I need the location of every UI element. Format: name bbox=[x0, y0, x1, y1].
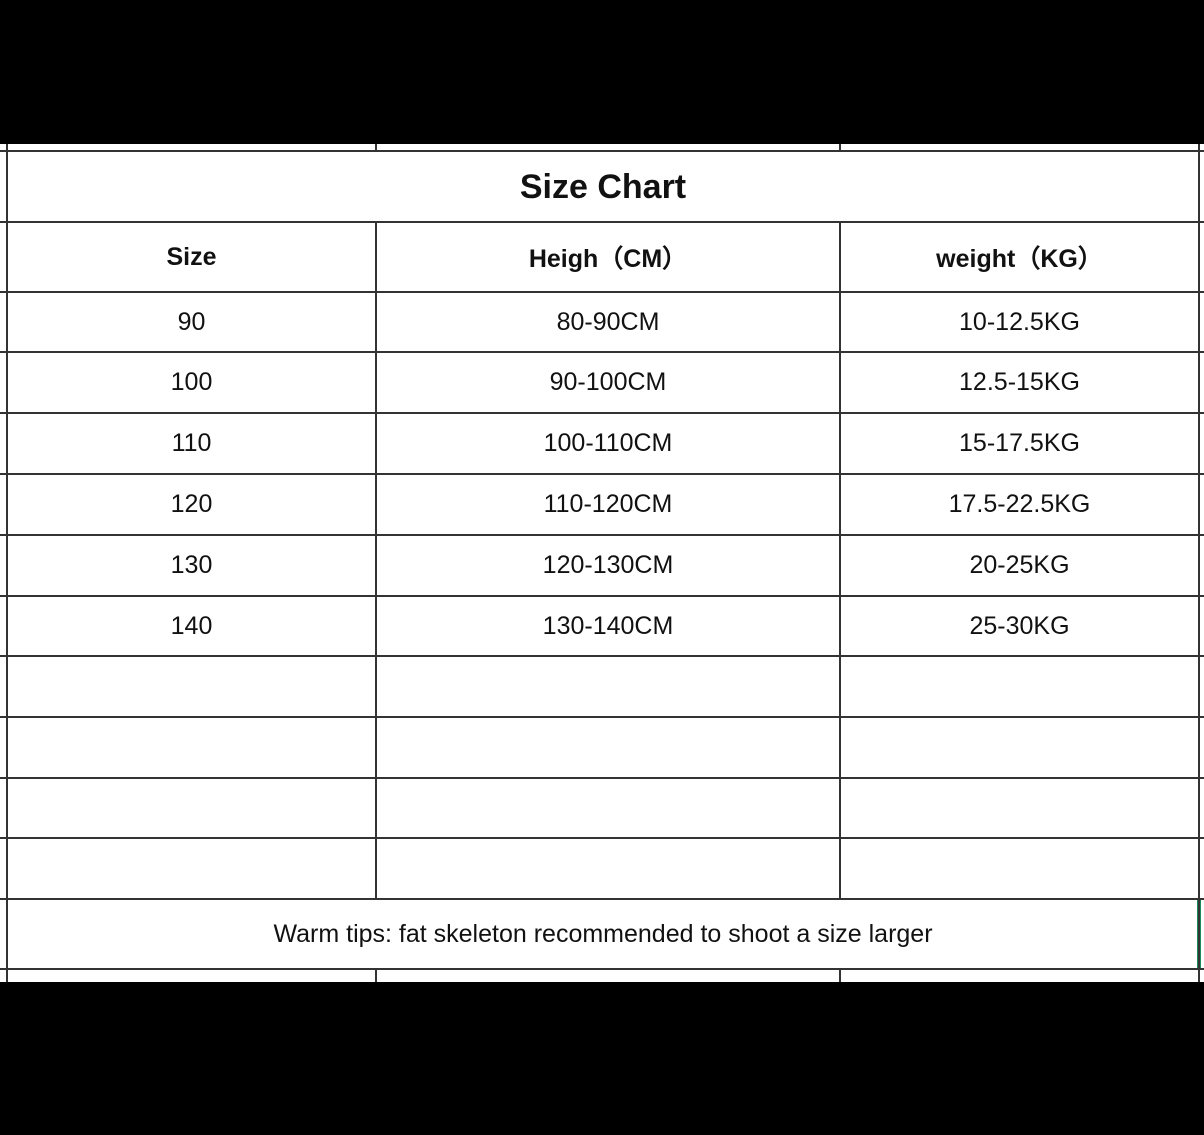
grid-line-horizontal bbox=[0, 150, 1204, 152]
table-cell[interactable]: 120 bbox=[170, 490, 213, 518]
table-cell[interactable]: 130 bbox=[170, 551, 213, 579]
table-cell[interactable]: 120-130CM bbox=[542, 551, 674, 579]
grid-line-horizontal bbox=[0, 655, 1204, 657]
table-cell[interactable] bbox=[841, 839, 1198, 898]
table-cell[interactable] bbox=[841, 779, 1198, 837]
column-header[interactable]: Heigh（CM） bbox=[528, 245, 688, 273]
table-cell[interactable]: 90 bbox=[177, 307, 206, 336]
grid-line-horizontal bbox=[0, 351, 1204, 353]
table-cell[interactable] bbox=[8, 657, 375, 716]
grid-line-horizontal bbox=[0, 291, 1204, 293]
table-cell[interactable]: 80-90CM bbox=[556, 307, 660, 336]
table-cell[interactable]: 140 bbox=[170, 611, 213, 640]
table-cell[interactable]: 25-30KG bbox=[969, 611, 1070, 640]
grid-line-vertical bbox=[375, 969, 377, 982]
table-cell[interactable] bbox=[8, 718, 375, 777]
grid-line-horizontal bbox=[0, 777, 1204, 779]
grid-line-horizontal bbox=[0, 898, 1204, 900]
grid-line-horizontal bbox=[0, 534, 1204, 536]
table-cell[interactable]: 100-110CM bbox=[543, 429, 673, 457]
table-cell[interactable] bbox=[377, 839, 839, 898]
table-cell[interactable]: 130-140CM bbox=[542, 611, 674, 640]
grid-line-horizontal bbox=[0, 473, 1204, 475]
column-header[interactable]: Size bbox=[166, 242, 217, 271]
table-cell[interactable]: 20-25KG bbox=[969, 551, 1070, 579]
column-header[interactable]: weight（KG） bbox=[936, 245, 1103, 273]
grid-line-vertical bbox=[1198, 144, 1200, 982]
grid-line-vertical bbox=[839, 144, 841, 151]
table-cell[interactable]: 110-120CM bbox=[543, 490, 673, 518]
table-cell[interactable] bbox=[8, 839, 375, 898]
table-cell[interactable]: 100 bbox=[170, 368, 213, 396]
table-cell[interactable] bbox=[8, 779, 375, 837]
table-cell[interactable] bbox=[841, 657, 1198, 716]
grid-line-vertical bbox=[6, 144, 8, 982]
table-cell[interactable]: 15-17.5KG bbox=[959, 429, 1080, 457]
size-chart-table bbox=[0, 144, 1204, 982]
grid-line-vertical bbox=[839, 222, 841, 899]
table-cell[interactable] bbox=[377, 779, 839, 837]
table-cell[interactable]: 10-12.5KG bbox=[959, 307, 1080, 336]
grid-line-vertical bbox=[375, 222, 377, 899]
note-cell[interactable]: Warm tips: fat skeleton recommended to s… bbox=[273, 920, 933, 948]
grid-line-horizontal bbox=[0, 595, 1204, 597]
table-cell[interactable]: 110 bbox=[171, 429, 212, 457]
grid-line-horizontal bbox=[0, 412, 1204, 414]
grid-line-vertical bbox=[839, 969, 841, 982]
table-cell[interactable] bbox=[841, 718, 1198, 777]
table-cell[interactable]: 90-100CM bbox=[549, 368, 667, 396]
table-title: Size Chart bbox=[519, 167, 687, 206]
table-cell[interactable]: 12.5-15KG bbox=[959, 368, 1080, 396]
grid-line-horizontal bbox=[0, 716, 1204, 718]
grid-line-horizontal bbox=[0, 837, 1204, 839]
grid-line-horizontal bbox=[0, 968, 1204, 970]
table-cell[interactable]: 17.5-22.5KG bbox=[948, 490, 1091, 518]
table-cell[interactable] bbox=[377, 718, 839, 777]
grid-line-horizontal bbox=[0, 221, 1204, 223]
table-cell[interactable] bbox=[377, 657, 839, 716]
grid-line-vertical bbox=[375, 144, 377, 151]
